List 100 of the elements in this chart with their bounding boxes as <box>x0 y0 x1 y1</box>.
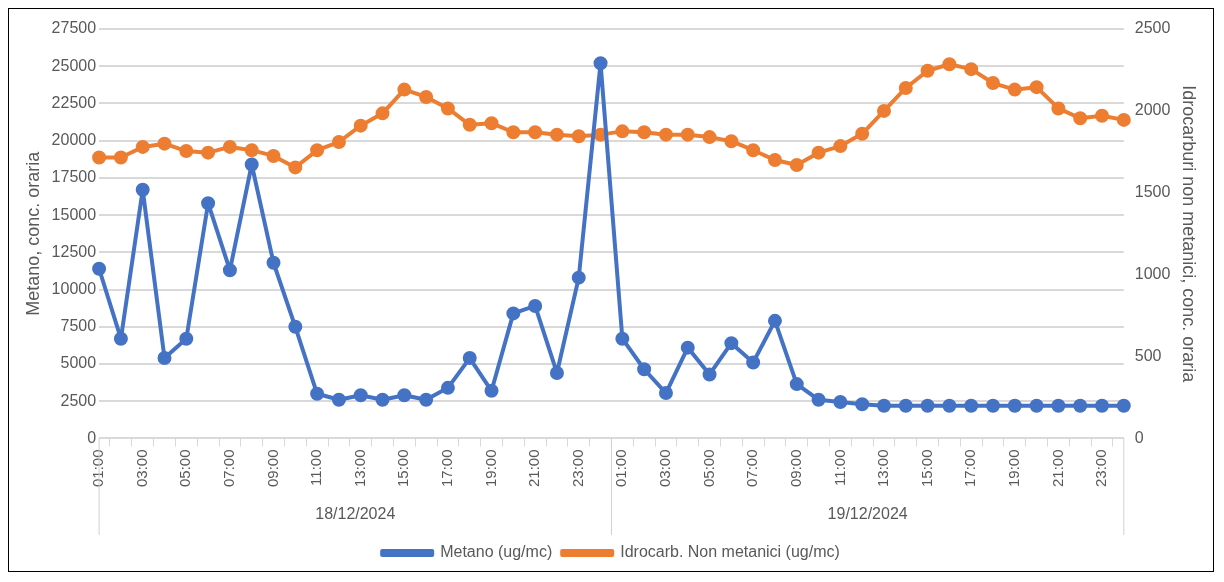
x-tick-label: 21:00 <box>525 449 543 488</box>
point <box>266 255 281 270</box>
point <box>637 125 652 140</box>
y-tick-label: 5000 <box>60 354 97 372</box>
x-tick-label: 15:00 <box>394 449 412 488</box>
point <box>942 57 957 72</box>
x-tick-label: 19:00 <box>481 449 499 488</box>
point <box>440 380 455 395</box>
point <box>484 383 499 398</box>
point <box>789 377 804 392</box>
point <box>1095 398 1109 413</box>
point <box>266 148 281 163</box>
x-tick-label: 01:00 <box>89 449 107 488</box>
point <box>920 398 935 413</box>
legend-label: Idrocarb. Non metanici (ug/mc) <box>620 543 840 561</box>
x-tick-label: 23:00 <box>1092 449 1110 488</box>
point <box>876 398 891 413</box>
point <box>397 82 412 97</box>
point <box>898 398 913 413</box>
x-tick-label: 07:00 <box>743 449 761 488</box>
point <box>680 127 695 142</box>
point <box>658 127 673 142</box>
point <box>964 62 979 77</box>
x-tick-label: 01:00 <box>612 449 630 488</box>
point <box>201 145 216 160</box>
x-tick-label: 09:00 <box>263 449 281 488</box>
point <box>1095 108 1109 123</box>
x-tick-label: 17:00 <box>961 449 979 488</box>
x-tick-label: 11:00 <box>830 449 848 486</box>
x-tick-label: 03:00 <box>656 449 674 488</box>
x-tick-label: 13:00 <box>874 449 892 488</box>
y-tick-label: 15000 <box>51 205 97 223</box>
point <box>615 331 630 346</box>
point <box>331 135 346 150</box>
point <box>767 153 782 168</box>
point <box>222 139 237 154</box>
point <box>310 143 325 158</box>
x-tick-label: 15:00 <box>917 449 935 488</box>
y-tick-label: 20000 <box>51 131 97 149</box>
y2-tick-label: 1500 <box>1134 183 1171 201</box>
y-tick-label: 10000 <box>51 279 97 297</box>
point <box>113 150 128 165</box>
point <box>724 134 739 149</box>
point <box>855 397 870 412</box>
point <box>288 319 303 334</box>
point <box>506 125 521 140</box>
point <box>462 351 477 366</box>
point <box>811 145 826 160</box>
point <box>746 355 761 370</box>
point <box>419 392 434 407</box>
point <box>593 56 608 71</box>
point <box>571 270 586 285</box>
point <box>1029 398 1044 413</box>
point <box>244 157 259 172</box>
point <box>876 103 891 118</box>
point <box>985 76 1000 91</box>
y2-tick-label: 2000 <box>1134 101 1171 119</box>
point <box>419 89 434 104</box>
point <box>985 398 1000 413</box>
y-axis-title: Metano, conc. oraria <box>22 150 43 316</box>
point <box>375 106 390 121</box>
legend-label: Metano (ug/mc) <box>440 543 553 561</box>
y-tick-label: 17500 <box>51 168 97 186</box>
point <box>746 143 761 158</box>
point <box>811 392 826 407</box>
point <box>135 182 150 197</box>
point <box>506 306 521 321</box>
text: 18/12/2024 <box>315 505 396 523</box>
point <box>855 126 870 141</box>
point <box>375 392 390 407</box>
x-tick-label: 11:00 <box>307 449 325 486</box>
point <box>549 365 564 380</box>
y-tick-label: 2500 <box>60 391 97 409</box>
point <box>440 101 455 116</box>
point <box>1073 398 1088 413</box>
x-tick-label: 09:00 <box>786 449 804 488</box>
point <box>833 139 848 154</box>
y-tick-label: 25000 <box>51 56 97 74</box>
point <box>397 388 412 403</box>
point <box>310 386 325 401</box>
point <box>658 386 673 401</box>
x-tick-label: 07:00 <box>220 449 238 488</box>
point <box>135 139 150 154</box>
point <box>462 117 477 132</box>
x-tick-label: 19:00 <box>1004 449 1022 488</box>
point <box>724 336 739 351</box>
point <box>637 362 652 377</box>
point <box>702 367 717 382</box>
point <box>484 116 499 131</box>
point <box>1007 82 1022 97</box>
point <box>1051 398 1066 413</box>
point <box>288 160 303 175</box>
point <box>942 398 957 413</box>
point <box>615 124 630 139</box>
point <box>201 196 216 211</box>
x-tick-label: 05:00 <box>176 449 194 488</box>
point <box>767 313 782 328</box>
point <box>157 351 172 366</box>
y2-tick-label: 0 <box>1134 428 1144 446</box>
y2-axis-title: Idrocarburi non metanici, conc. oraria <box>1179 85 1200 384</box>
